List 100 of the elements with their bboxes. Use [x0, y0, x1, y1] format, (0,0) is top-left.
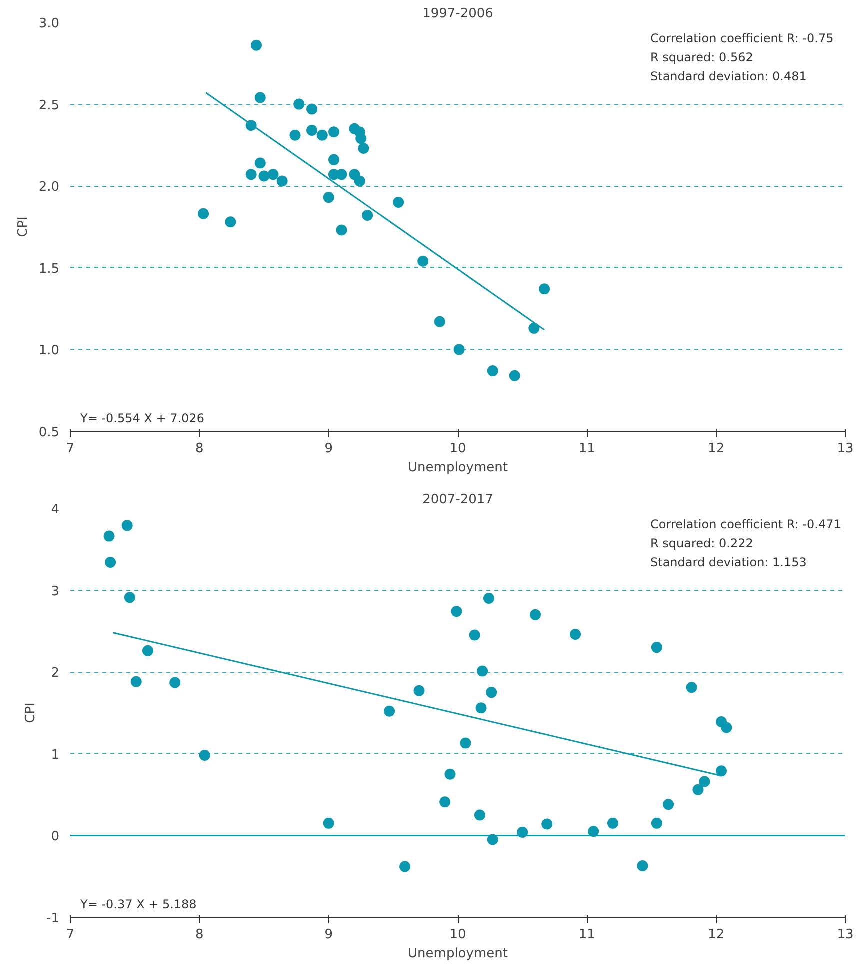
point	[142, 645, 154, 656]
y-tick-label: 2	[51, 666, 60, 682]
y-tick-label: 3.0	[38, 16, 60, 32]
point	[663, 799, 674, 810]
point	[199, 750, 210, 762]
annotation: R squared: 0.562	[650, 50, 754, 64]
point	[651, 818, 662, 829]
point	[290, 130, 301, 141]
point	[476, 702, 487, 714]
point	[362, 210, 374, 222]
point	[336, 224, 348, 236]
point	[323, 818, 334, 829]
point	[542, 818, 553, 830]
y-axis-title: CPI	[16, 216, 31, 238]
point	[414, 685, 425, 696]
point	[336, 169, 348, 180]
annotation: Correlation coefficient R: -0.471	[650, 518, 842, 532]
point	[323, 192, 334, 204]
x-tick-label: 13	[837, 442, 854, 456]
point	[716, 766, 727, 777]
y-tick-label: 1.5	[38, 262, 60, 277]
point	[721, 722, 732, 734]
point	[356, 133, 367, 144]
point	[484, 592, 494, 604]
x-tick-label: 8	[196, 928, 204, 942]
point	[460, 738, 472, 749]
point	[104, 530, 115, 542]
y-tick-label: 0.5	[38, 426, 60, 440]
x-tick-label: 11	[578, 442, 596, 456]
point	[539, 284, 550, 295]
annotation: Correlation coefficient R: -0.75	[650, 32, 834, 46]
point	[384, 706, 396, 717]
point	[686, 682, 698, 694]
point	[608, 818, 618, 829]
point	[588, 826, 600, 838]
annotation: R squared: 0.222	[650, 536, 754, 550]
point	[393, 196, 404, 208]
point	[225, 216, 236, 228]
point	[637, 860, 648, 872]
point	[469, 630, 480, 641]
point	[328, 154, 340, 166]
point	[570, 628, 582, 640]
x-tick-label: 12	[708, 928, 725, 942]
annotation: Y= -0.37 X + 5.188	[80, 898, 197, 912]
y-tick-label: 4	[51, 502, 60, 518]
point	[692, 784, 704, 796]
y-tick-label: 2.0	[38, 180, 60, 196]
y-tick-label: 0	[51, 830, 60, 845]
y-tick-label: 2.5	[38, 98, 60, 114]
point	[474, 810, 486, 821]
point	[354, 176, 366, 187]
annotation: Standard deviation: 0.481	[650, 70, 807, 84]
annotation: Standard deviation: 1.153	[650, 556, 807, 570]
x-axis-title: Unemployment	[408, 946, 508, 962]
point	[328, 126, 340, 138]
point	[486, 687, 498, 698]
point	[258, 170, 270, 182]
x-tick-label: 9	[324, 442, 333, 456]
point	[254, 92, 266, 104]
y-axis-title: CPI	[24, 702, 39, 724]
y-tick-label: 1	[51, 748, 60, 763]
x-tick-label: 9	[324, 928, 333, 942]
x-tick-label: 10	[450, 442, 466, 456]
point	[306, 124, 318, 136]
point	[124, 592, 136, 604]
x-tick-label: 13	[837, 928, 854, 942]
point	[434, 316, 446, 328]
point	[198, 208, 210, 220]
point	[170, 677, 181, 688]
point	[306, 104, 318, 115]
point	[444, 768, 456, 780]
point	[440, 796, 451, 808]
x-tick-label: 7	[66, 928, 75, 942]
point	[294, 98, 305, 110]
point	[254, 158, 266, 169]
point	[316, 130, 328, 141]
point	[246, 169, 257, 180]
x-tick-label: 11	[578, 928, 596, 942]
y-tick-label: -1	[46, 912, 60, 926]
annotation: Y= -0.554 X + 7.026	[80, 412, 204, 426]
chart-title: 1997-2006	[422, 6, 494, 22]
point	[418, 256, 429, 267]
chart-title: 2007-2017	[422, 492, 494, 508]
x-tick-label: 7	[66, 442, 75, 456]
x-axis-title: Unemployment	[408, 460, 508, 476]
x-tick-label: 8	[196, 442, 204, 456]
point	[451, 606, 462, 618]
point	[528, 322, 540, 334]
point	[477, 666, 488, 677]
point	[122, 520, 133, 532]
point	[358, 142, 370, 154]
point	[251, 40, 262, 51]
x-tick-label: 12	[708, 442, 725, 456]
point	[509, 370, 520, 382]
point	[268, 169, 279, 180]
point	[487, 365, 498, 376]
y-tick-label: 1.0	[38, 344, 60, 359]
point	[130, 676, 142, 688]
point	[400, 861, 411, 872]
point	[530, 609, 541, 620]
